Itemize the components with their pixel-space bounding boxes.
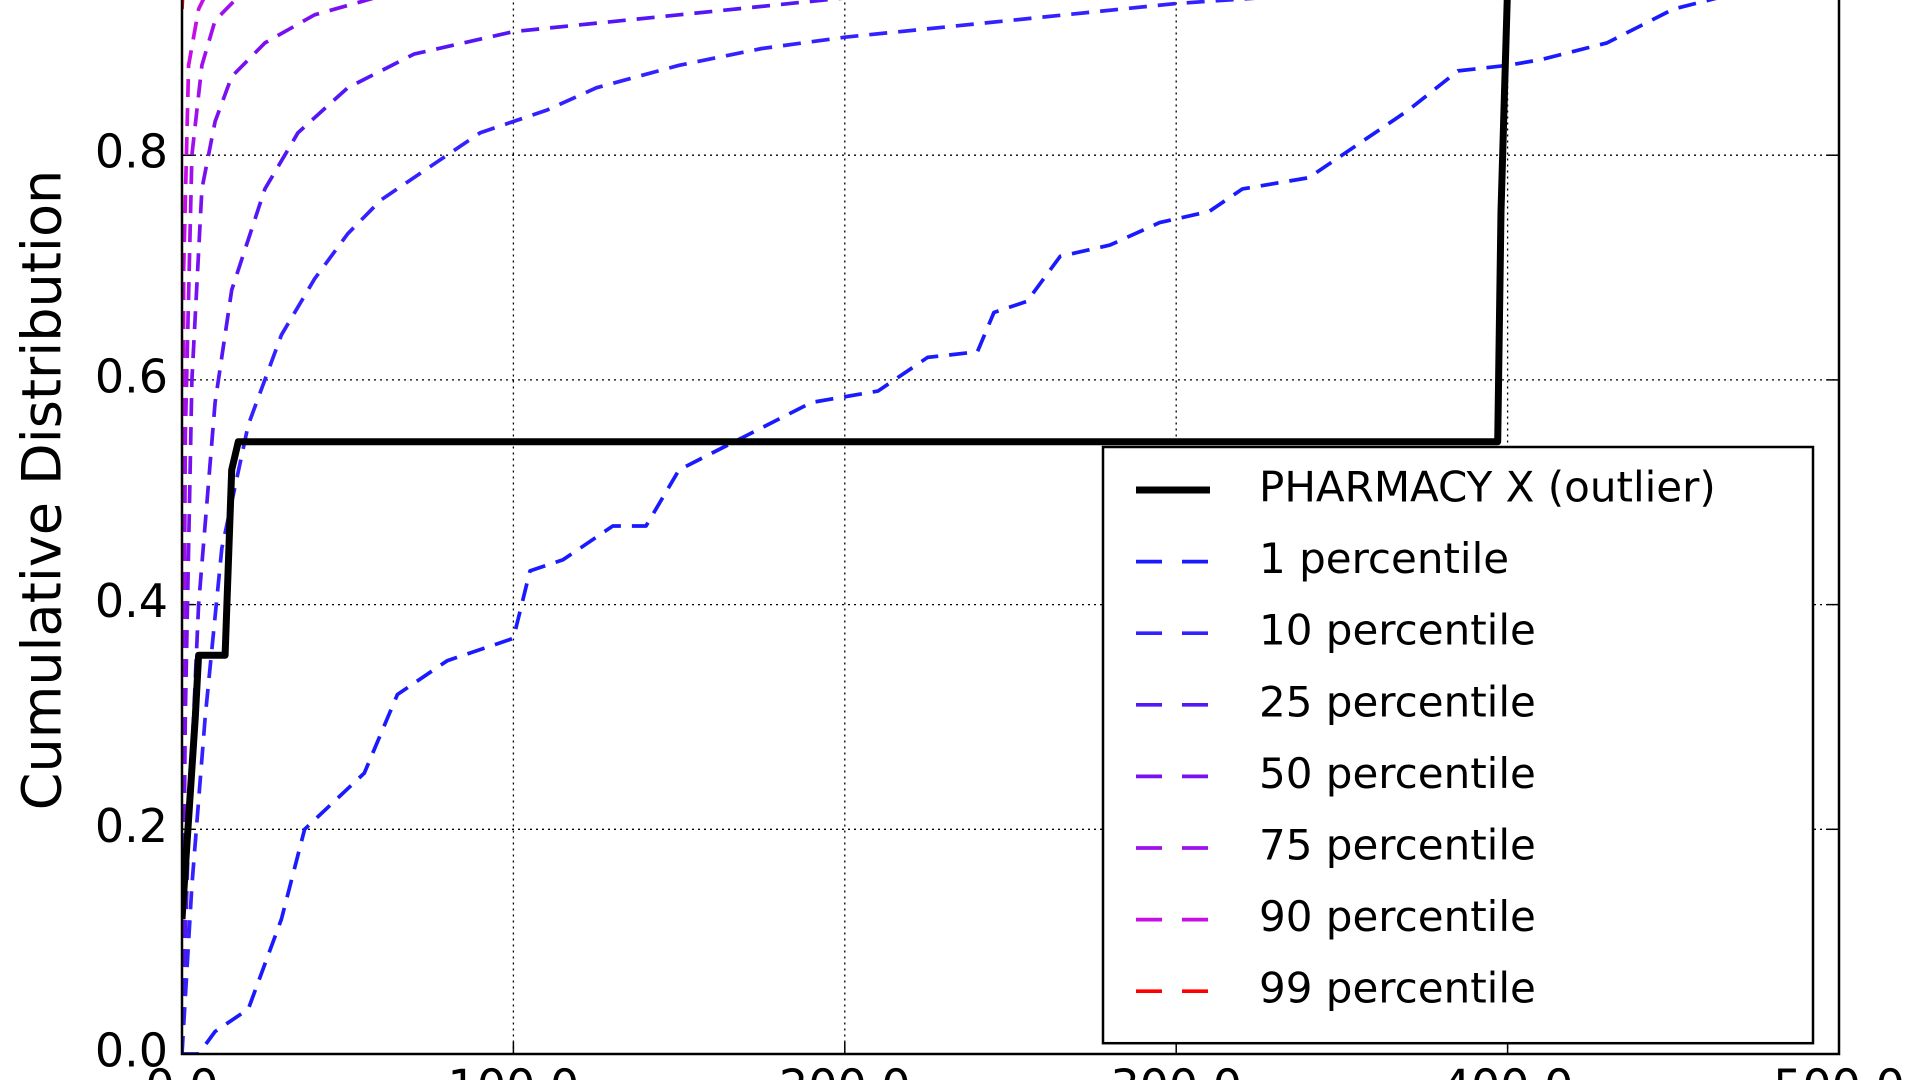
legend-label: 75 percentile bbox=[1259, 821, 1536, 870]
series-line bbox=[182, 0, 185, 10]
legend-label: 10 percentile bbox=[1259, 606, 1536, 655]
series-line bbox=[182, 0, 206, 1054]
x-tick-label: 300.0 bbox=[1110, 1060, 1242, 1080]
series-line bbox=[182, 0, 374, 1054]
x-tick-label: 100.0 bbox=[448, 1060, 580, 1080]
x-tick-label: 0.0 bbox=[145, 1060, 218, 1080]
series-line bbox=[182, 0, 1717, 1054]
y-axis-label: Cumulative Distribution bbox=[11, 170, 74, 810]
x-tick-label: 400.0 bbox=[1442, 1060, 1574, 1080]
x-tick-label: 200.0 bbox=[779, 1060, 911, 1080]
series-line bbox=[182, 0, 1256, 1054]
legend-label: 25 percentile bbox=[1259, 677, 1536, 726]
y-tick-label: 0.6 bbox=[95, 349, 168, 403]
legend-label: 50 percentile bbox=[1259, 749, 1536, 798]
y-tick-label: 0.0 bbox=[95, 1024, 168, 1078]
legend-label: 90 percentile bbox=[1259, 892, 1536, 941]
plot-lines bbox=[182, 0, 1717, 1054]
y-tick-label: 0.8 bbox=[95, 125, 168, 179]
y-tick-label: 0.4 bbox=[95, 574, 168, 628]
legend-box bbox=[1101, 445, 1815, 1045]
legend-label: 99 percentile bbox=[1259, 964, 1536, 1013]
legend-label: PHARMACY X (outlier) bbox=[1259, 463, 1716, 512]
legend-label: 1 percentile bbox=[1259, 534, 1509, 583]
x-tick-label: 500.0 bbox=[1773, 1060, 1905, 1080]
series-line bbox=[182, 0, 1511, 920]
plot-frame bbox=[180, 0, 1841, 1056]
y-tick-label: 0.2 bbox=[95, 799, 168, 853]
